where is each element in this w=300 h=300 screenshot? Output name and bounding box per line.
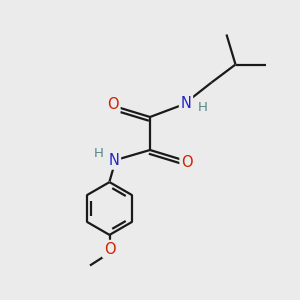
Text: N: N <box>109 153 119 168</box>
Text: H: H <box>198 100 207 114</box>
Text: N: N <box>181 96 191 111</box>
Text: O: O <box>181 155 193 170</box>
Text: O: O <box>104 242 115 256</box>
Text: O: O <box>107 97 119 112</box>
Text: H: H <box>94 147 103 161</box>
